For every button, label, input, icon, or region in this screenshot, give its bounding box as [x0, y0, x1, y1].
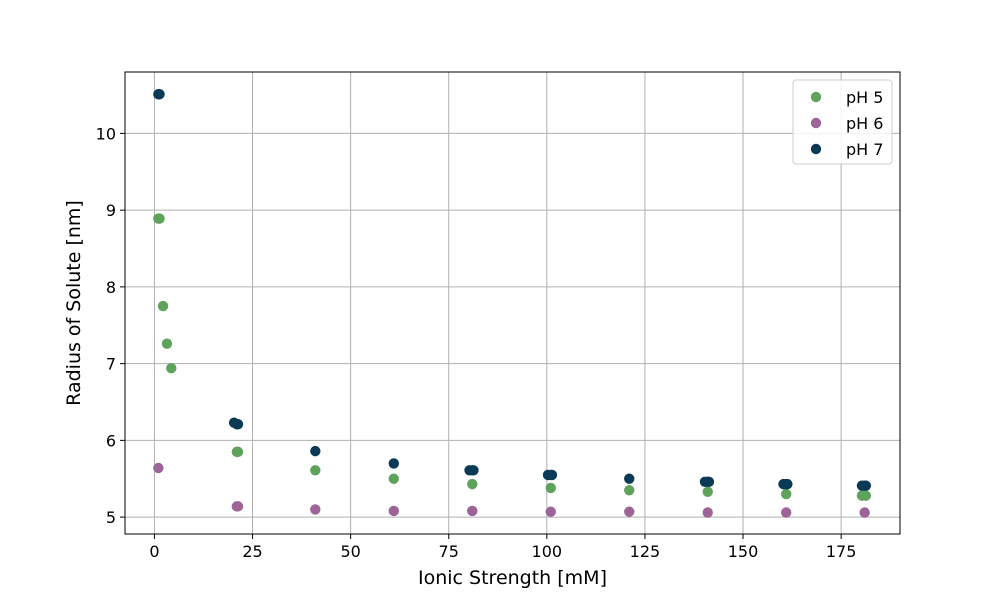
data-point-series-2	[624, 506, 635, 517]
data-point-series-3	[860, 480, 872, 491]
data-point-series-1	[310, 465, 321, 476]
y-tick-label: 9	[106, 201, 116, 220]
x-tick-label: 25	[242, 542, 262, 561]
data-point-series-1	[232, 446, 244, 458]
data-point-series-2	[859, 507, 870, 518]
data-points	[153, 89, 872, 518]
x-tick-label: 0	[149, 542, 159, 561]
plot-frame	[124, 71, 901, 535]
data-point-series-3	[154, 89, 165, 100]
y-axis-label: Radius of Solute [nm]	[63, 200, 85, 406]
data-point-series-2	[467, 505, 478, 517]
data-point-series-2	[781, 507, 792, 518]
data-point-series-1	[545, 482, 556, 494]
y-tick-label: 6	[106, 431, 116, 450]
data-point-series-3	[624, 473, 635, 484]
x-tick-label: 50	[340, 542, 360, 561]
x-tick-label: 125	[630, 542, 661, 561]
data-point-series-1	[624, 485, 635, 496]
y-tick-label: 7	[106, 355, 116, 374]
data-point-series-1	[161, 338, 173, 349]
data-point-series-2	[232, 501, 244, 512]
legend-marker	[810, 91, 822, 103]
data-point-series-1	[157, 300, 169, 312]
data-point-series-1	[702, 486, 713, 497]
data-point-series-2	[388, 505, 399, 517]
data-point-series-1	[166, 363, 177, 374]
legend-marker	[810, 117, 822, 129]
data-point-series-3	[782, 478, 793, 490]
legend-entry-label: pH 6	[846, 114, 883, 133]
data-point-series-3	[232, 419, 244, 430]
data-point-series-3	[546, 469, 558, 481]
legend-marker	[810, 143, 822, 155]
legend-entry-label: pH 5	[846, 88, 883, 107]
data-point-series-3	[310, 445, 321, 457]
x-axis-label: Ionic Strength [mM]	[418, 567, 607, 589]
x-tick-label: 150	[728, 542, 759, 561]
axis-ticks: 0 25 50 75 100 125 150 175 5 6 7 8 9 10	[96, 124, 857, 561]
data-point-series-2	[545, 506, 556, 517]
y-tick-label: 5	[106, 508, 116, 527]
data-point-series-2	[310, 504, 321, 515]
x-tick-label: 100	[532, 542, 563, 561]
data-point-series-3	[703, 476, 715, 488]
data-point-series-1	[467, 478, 478, 490]
data-point-series-2	[153, 462, 164, 474]
y-tick-label: 8	[106, 278, 116, 297]
data-point-series-1	[781, 488, 792, 500]
x-tick-label: 175	[826, 542, 857, 561]
data-point-series-1	[860, 490, 872, 501]
data-point-series-3	[388, 458, 399, 469]
x-tick-label: 75	[439, 542, 459, 561]
data-point-series-1	[388, 473, 399, 484]
data-point-series-3	[468, 465, 479, 476]
data-point-series-1	[154, 213, 165, 224]
data-point-series-2	[702, 507, 713, 518]
y-tick-label: 10	[96, 124, 116, 143]
legend-entry-label: pH 7	[846, 140, 883, 159]
legend: pH 5 pH 6 pH 7	[792, 79, 893, 165]
